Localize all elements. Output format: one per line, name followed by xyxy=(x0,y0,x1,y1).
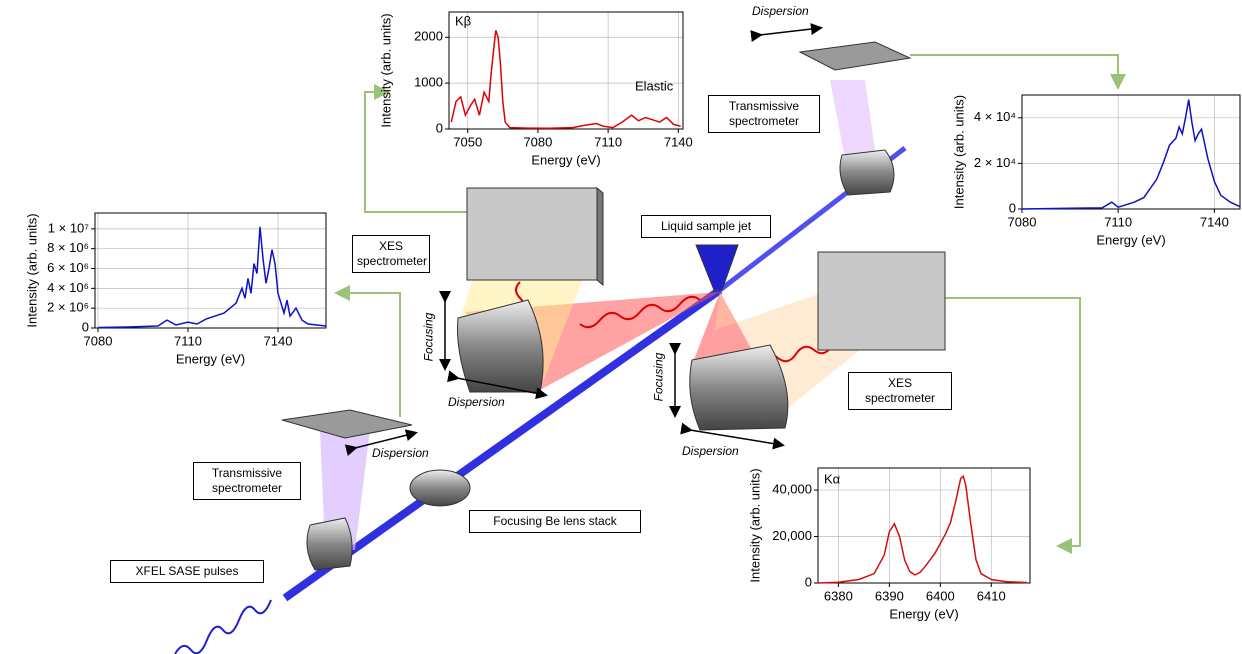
label-box: XES spectrometer xyxy=(848,372,952,410)
x-axis-label: Energy (eV) xyxy=(889,606,958,621)
x-tick-label: 7140 xyxy=(664,134,693,149)
y-tick-label: 1000 xyxy=(414,75,443,90)
y-tick-label: 6 × 10⁶ xyxy=(47,260,89,275)
chart: 0 2 × 10⁴ 4 × 10⁴ 7080 7110 7140 Energy (eV) In… xyxy=(951,95,1240,248)
x-tick-label: 7050 xyxy=(453,134,482,149)
label-box: Focusing Be lens stack xyxy=(469,510,641,533)
plot-area xyxy=(449,12,683,129)
y-axis-label: Intensity (arb. units) xyxy=(951,95,966,209)
x-tick-label: 7110 xyxy=(594,134,622,149)
y-tick-label: 0 xyxy=(436,120,443,135)
y-axis-label: Intensity (arb. units) xyxy=(378,13,393,127)
x-tick-label: 7110 xyxy=(174,333,202,348)
plot-area xyxy=(818,468,1030,583)
x-axis-label: Energy (eV) xyxy=(176,351,245,366)
plot-area xyxy=(1022,95,1240,209)
y-tick-label: 1 × 10⁷ xyxy=(48,220,90,235)
label-box: Transmissive spectrometer xyxy=(708,95,820,133)
label: Focusing xyxy=(651,353,665,402)
y-tick-label: 20,000 xyxy=(772,528,812,543)
x-tick-label: 6380 xyxy=(824,588,853,603)
label: Dispersion xyxy=(752,4,809,18)
x-tick-label: 7080 xyxy=(523,134,552,149)
annotation: Kβ xyxy=(455,13,471,28)
y-tick-label: 4 × 10⁶ xyxy=(47,280,89,295)
y-tick-label: 2000 xyxy=(414,29,443,44)
chart: 0 20,000 40,000 6380 6390 6400 6410 Energy (eV)… xyxy=(747,468,1030,621)
y-tick-label: 2 × 10⁴ xyxy=(974,155,1016,170)
label: Focusing xyxy=(421,313,435,362)
x-tick-label: 7080 xyxy=(84,333,113,348)
y-tick-label: 2 × 10⁶ xyxy=(47,300,89,315)
x-tick-label: 7080 xyxy=(1008,214,1037,229)
label: Dispersion xyxy=(682,444,739,458)
chart: 0 2 × 10⁶ 4 × 10⁶ 6 × 10⁶ 8 × 10⁶ 1 × 10⁷ 7080… xyxy=(24,213,326,366)
chart: 0 1000 2000 7050 7080 7110 7140 Energy (eV) Inte… xyxy=(378,12,692,167)
plot-area xyxy=(95,213,326,328)
x-ray-cones xyxy=(320,80,880,550)
diagram: 0 1000 2000 7050 7080 7110 7140 Energy (eV) Inte… xyxy=(0,0,1242,654)
x-tick-label: 6410 xyxy=(977,588,1006,603)
x-tick-label: 7140 xyxy=(1200,214,1229,229)
x-axis-label: Energy (eV) xyxy=(531,152,600,167)
x-tick-label: 7110 xyxy=(1104,214,1132,229)
y-tick-label: 0 xyxy=(805,574,812,589)
x-tick-label: 6400 xyxy=(926,588,955,603)
y-axis-label: Intensity (arb. units) xyxy=(747,468,762,582)
y-axis-label: Intensity (arb. units) xyxy=(24,213,39,327)
x-axis-label: Energy (eV) xyxy=(1096,232,1165,247)
figure: 0 1000 2000 7050 7080 7110 7140 Energy (eV) Inte… xyxy=(0,0,1242,654)
label-box: XES spectrometer xyxy=(352,235,430,273)
annotation: Kα xyxy=(824,471,841,486)
y-tick-label: 40,000 xyxy=(772,482,812,497)
label-box: Liquid sample jet xyxy=(641,215,771,238)
label-box: XFEL SASE pulses xyxy=(110,560,264,583)
y-tick-label: 4 × 10⁴ xyxy=(974,109,1016,124)
annotation: Elastic xyxy=(635,78,674,93)
label-box: Transmissive spectrometer xyxy=(193,462,301,500)
x-tick-label: 7140 xyxy=(264,333,293,348)
y-tick-label: 0 xyxy=(82,319,89,334)
y-tick-label: 8 × 10⁶ xyxy=(47,240,89,255)
y-tick-label: 0 xyxy=(1009,200,1016,215)
x-tick-label: 6390 xyxy=(875,588,904,603)
label: Dispersion xyxy=(448,395,505,409)
label: Dispersion xyxy=(372,446,429,460)
